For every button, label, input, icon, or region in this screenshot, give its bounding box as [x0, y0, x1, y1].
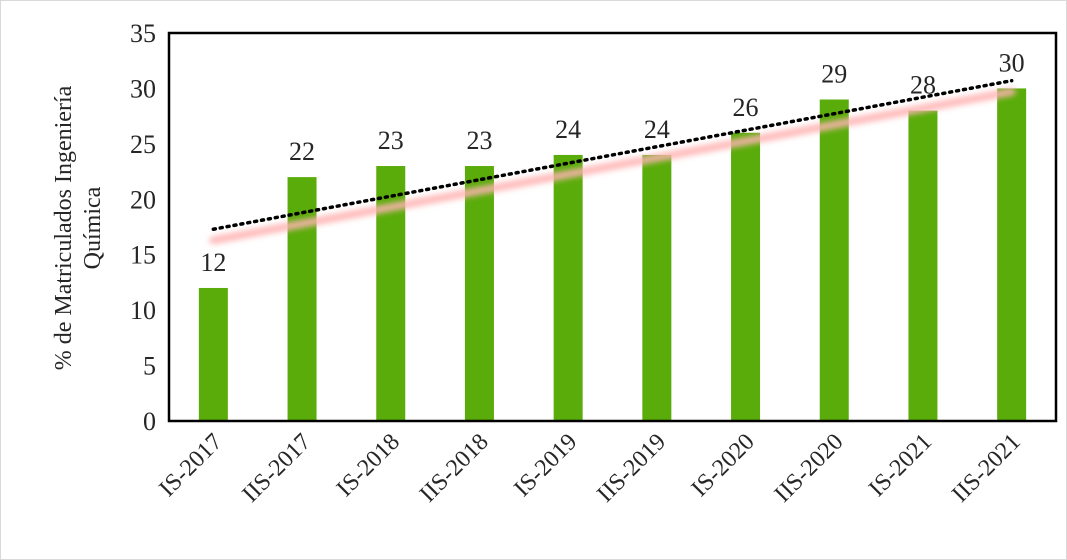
data-label: 26	[733, 93, 759, 122]
bar	[198, 287, 228, 421]
bar	[908, 110, 938, 421]
data-label: 23	[378, 126, 404, 155]
y-tick-label: 20	[130, 185, 156, 214]
y-axis-title: % de Matriculados Ingeniería Química	[51, 85, 106, 370]
y-tick-label: 5	[143, 352, 156, 381]
y-axis-title-line-2: Química	[80, 186, 106, 269]
y-tick-label: 10	[130, 296, 156, 325]
bar	[819, 99, 849, 421]
x-tick-label: IIS-2018	[415, 429, 494, 508]
x-tick-label: IIS-2021	[947, 429, 1026, 508]
data-label: 28	[910, 71, 936, 100]
trendlines	[209, 78, 1016, 245]
trendline-dotted	[211, 78, 1014, 231]
plot-area-border	[167, 31, 1058, 423]
x-tick-label: IIS-2020	[770, 429, 849, 508]
x-tick-label: IS-2017	[155, 429, 228, 502]
y-axis-title-line-1: % de Matriculados Ingeniería	[51, 85, 77, 370]
bar	[731, 132, 761, 421]
x-tick-label: IS-2019	[509, 429, 582, 502]
x-axis-ticks: IS-2017 IIS-2017 IS-2018 IIS-2018 IS-2019 IIS…	[155, 429, 1026, 508]
y-tick-label: 15	[130, 241, 156, 270]
x-tick-label: IS-2018	[332, 429, 405, 502]
y-tick-label: 25	[130, 130, 156, 159]
data-label: 30	[999, 48, 1025, 77]
y-tick-label: 30	[130, 74, 156, 103]
y-axis-ticks: 0 5 10 15 20 25 30 35	[130, 19, 156, 436]
x-tick-label: IIS-2017	[238, 429, 317, 508]
bar	[464, 166, 494, 421]
data-labels: 12 22 23 23 24 24 26 29 28 30	[200, 48, 1024, 277]
x-tick-label: IS-2020	[687, 429, 760, 502]
trendline-glow	[209, 87, 1016, 245]
bar	[553, 154, 583, 421]
data-label: 24	[644, 115, 670, 144]
data-label: 23	[466, 126, 492, 155]
data-label: 29	[821, 60, 847, 89]
x-tick-label: IIS-2019	[592, 429, 671, 508]
bar	[642, 154, 672, 421]
data-label: 22	[289, 137, 315, 166]
bar	[287, 177, 317, 421]
x-tick-label: IS-2021	[864, 429, 937, 502]
y-tick-label: 0	[143, 407, 156, 436]
bar	[997, 88, 1027, 421]
data-label: 12	[200, 248, 226, 277]
y-tick-label: 35	[130, 19, 156, 48]
bar-series	[198, 88, 1027, 421]
data-label: 24	[555, 115, 581, 144]
